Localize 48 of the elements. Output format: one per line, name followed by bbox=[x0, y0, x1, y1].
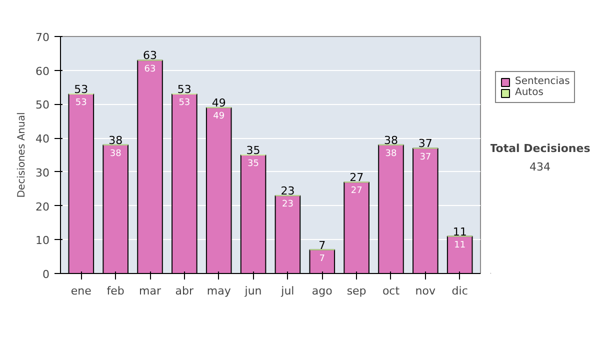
data-label: 37 bbox=[420, 152, 432, 162]
text: 434 bbox=[530, 160, 550, 174]
total-label: 37 bbox=[418, 137, 432, 150]
x-tick-label: dic bbox=[452, 284, 468, 298]
x-tick-label: ago bbox=[312, 284, 333, 298]
data-label: 7 bbox=[319, 254, 326, 264]
x-tick-label: oct bbox=[382, 284, 400, 298]
total-label: 49 bbox=[212, 96, 226, 110]
y-tick-label: 30 bbox=[36, 166, 50, 180]
x-tick-label: ene bbox=[70, 284, 92, 298]
legend-label: Sentencias bbox=[515, 76, 570, 87]
y-tick-label: 60 bbox=[36, 64, 50, 78]
total-label: 63 bbox=[143, 49, 158, 62]
y-tick-label: 20 bbox=[36, 200, 50, 214]
y-tick-label: 10 bbox=[36, 234, 50, 248]
total-label: 35 bbox=[246, 144, 260, 157]
legend-label: Autos bbox=[515, 87, 544, 98]
y-axis-title: Decisiones Anual bbox=[16, 112, 28, 198]
data-label: 63 bbox=[144, 64, 156, 74]
total-label: 38 bbox=[384, 134, 398, 147]
x-tick-label: jul bbox=[280, 284, 294, 298]
y-tick-label: 40 bbox=[36, 132, 50, 146]
total-label: 53 bbox=[74, 83, 88, 96]
x-tick-label: feb bbox=[106, 284, 124, 298]
total-label: 53 bbox=[177, 83, 192, 96]
x-tick-label: jun bbox=[244, 284, 262, 298]
y-tick-label: 50 bbox=[36, 98, 50, 112]
data-label: 53 bbox=[178, 98, 190, 108]
x-tick-label: may bbox=[206, 284, 232, 298]
data-label: 27 bbox=[350, 186, 362, 196]
data-label: 53 bbox=[75, 98, 87, 108]
data-label: 38 bbox=[385, 148, 397, 159]
data-label: 38 bbox=[110, 148, 122, 159]
total-label: 11 bbox=[452, 225, 467, 238]
total-label: 23 bbox=[280, 184, 295, 198]
total-label: 7 bbox=[318, 238, 326, 252]
data-label: 35 bbox=[248, 159, 260, 170]
data-label: 23 bbox=[282, 200, 294, 210]
x-tick-label: sep bbox=[346, 284, 366, 298]
x-tick-label: nov bbox=[415, 284, 436, 298]
x-tick-label: mar bbox=[139, 284, 162, 298]
x-tick-label: abr bbox=[175, 284, 194, 298]
total-label: 27 bbox=[350, 171, 364, 184]
data-label: 11 bbox=[454, 240, 466, 250]
total-label: 38 bbox=[108, 134, 123, 147]
data-label: 49 bbox=[213, 112, 225, 122]
y-tick-label: 0 bbox=[42, 268, 50, 281]
y-tick-label: 70 bbox=[36, 31, 50, 44]
